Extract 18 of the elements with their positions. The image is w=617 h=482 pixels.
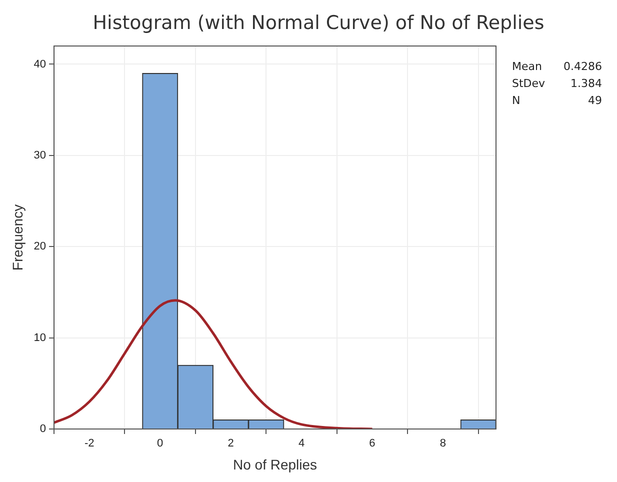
y-tick-label: 10 <box>34 332 46 344</box>
text: StDev 1.384 <box>512 77 602 90</box>
line-series <box>54 299 374 429</box>
y-tick-label: 30 <box>34 149 46 162</box>
x-tick-label: 0 <box>157 438 164 450</box>
y-tick-label: 0 <box>40 423 46 436</box>
text: Mean 0.4286 <box>512 60 602 73</box>
y-axis-title: Frequency <box>9 204 26 271</box>
x-tick-label: 4 <box>298 438 305 450</box>
x-tick-label: 2 <box>228 438 234 450</box>
x-tick-label: -2 <box>84 438 94 450</box>
x-tick-label: 6 <box>369 438 376 450</box>
chart-title: Histogram (with Normal Curve) of No of Replies <box>92 12 546 34</box>
y-tick-label: 40 <box>34 58 46 70</box>
x-axis-title: No of Replies <box>232 456 318 472</box>
y-tick-label: 20 <box>34 240 46 253</box>
x-tick-label: 8 <box>440 438 446 450</box>
text: N 49 <box>512 94 602 107</box>
